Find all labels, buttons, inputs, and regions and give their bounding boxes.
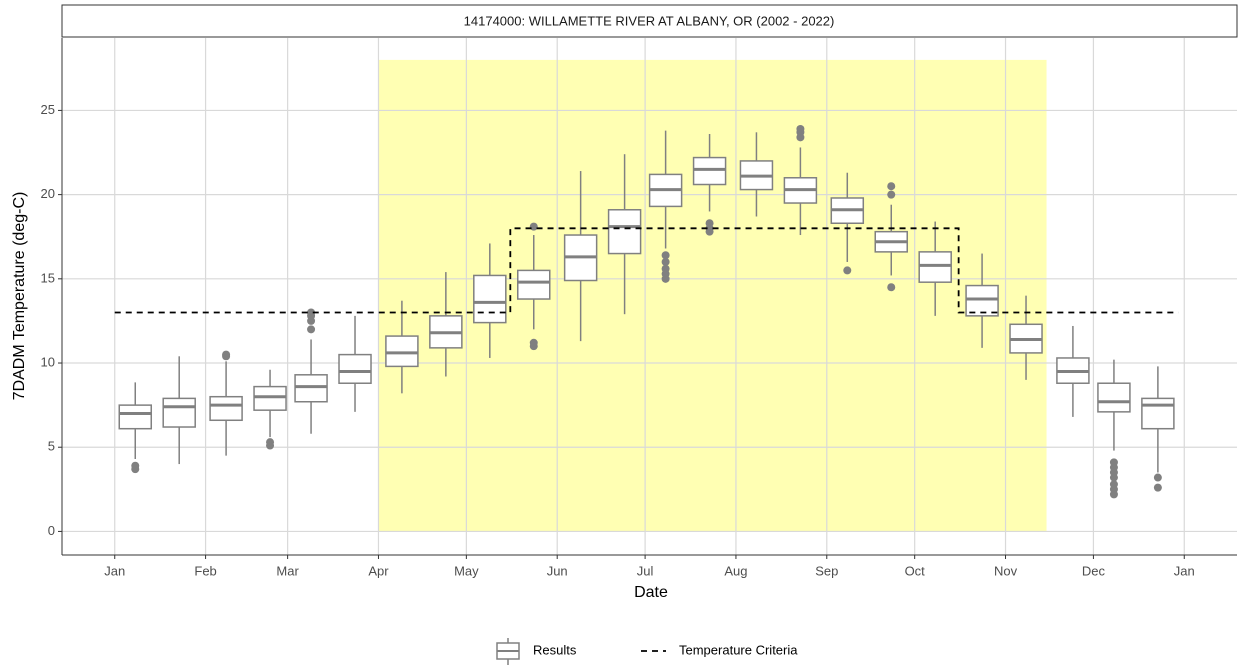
y-axis-label: 7DADM Temperature (deg-C)	[11, 192, 28, 401]
y-tick-label: 0	[48, 523, 55, 538]
outlier	[1153, 483, 1162, 492]
outlier	[1153, 473, 1162, 482]
box	[385, 335, 419, 368]
box	[965, 284, 999, 317]
outlier	[661, 251, 670, 260]
y-tick-label: 10	[41, 354, 55, 369]
x-tick-label: Jan	[1174, 563, 1195, 578]
outlier	[887, 190, 896, 199]
box	[517, 269, 551, 300]
y-tick-label: 15	[41, 270, 55, 285]
box	[118, 404, 153, 430]
outlier	[222, 350, 231, 359]
outlier	[529, 222, 538, 231]
box	[1141, 397, 1175, 430]
x-tick-label: May	[454, 563, 479, 578]
box	[209, 395, 243, 422]
outlier	[529, 338, 538, 347]
outlier	[1109, 480, 1118, 489]
box	[918, 251, 952, 283]
x-tick-label: Jul	[637, 563, 654, 578]
box	[294, 374, 328, 403]
y-tick-label: 25	[41, 102, 55, 117]
y-tick-label: 20	[41, 186, 55, 201]
x-tick-label: Aug	[724, 563, 747, 578]
x-tick-label: Jun	[547, 563, 568, 578]
outlier	[266, 438, 275, 447]
y-tick-label: 5	[48, 439, 55, 454]
outlier	[887, 182, 896, 191]
title-strip	[61, 4, 1238, 38]
outlier	[661, 264, 670, 273]
outlier	[131, 461, 140, 470]
x-tick-label: Dec	[1082, 563, 1106, 578]
legend-label: Temperature Criteria	[679, 642, 798, 657]
outlier	[843, 266, 852, 275]
box	[1097, 382, 1131, 413]
box	[607, 209, 642, 255]
x-tick-label: Jan	[104, 563, 125, 578]
box	[692, 156, 727, 186]
x-axis-label: Date	[634, 584, 668, 601]
x-tick-label: Feb	[194, 563, 216, 578]
criteria-line	[114, 227, 1179, 314]
outlier	[887, 283, 896, 292]
outlier	[796, 124, 805, 133]
box	[253, 385, 287, 411]
outlier	[307, 325, 316, 334]
x-tick-label: Sep	[815, 563, 838, 578]
legend-label: Results	[533, 642, 577, 657]
x-tick-label: Nov	[994, 563, 1018, 578]
outlier	[661, 257, 670, 266]
box	[162, 397, 196, 428]
x-tick-label: Apr	[368, 563, 389, 578]
chart-title: 14174000: WILLAMETTE RIVER AT ALBANY, OR…	[464, 13, 835, 28]
box	[473, 274, 507, 324]
outlier	[705, 219, 714, 228]
outlier	[1109, 458, 1118, 467]
x-tick-label: Oct	[905, 563, 926, 578]
box	[338, 353, 372, 384]
outlier	[307, 308, 316, 317]
x-tick-label: Mar	[276, 563, 299, 578]
